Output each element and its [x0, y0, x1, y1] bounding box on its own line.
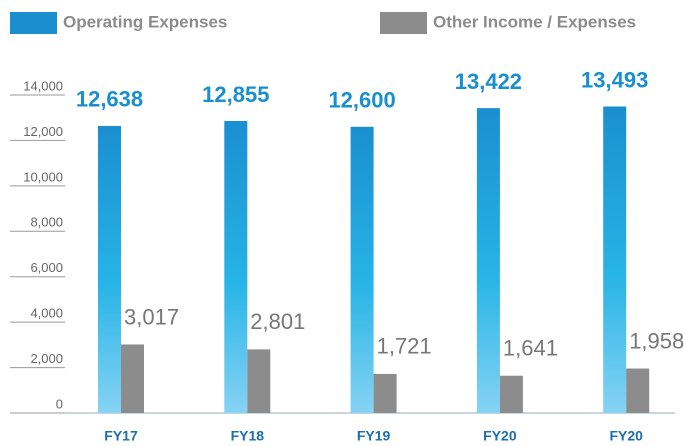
y-tick-label: 14,000 — [23, 78, 63, 93]
y-tick-label: 4,000 — [30, 306, 63, 321]
bar — [476, 108, 500, 414]
x-tick-label: FY20 — [483, 428, 517, 444]
bar — [224, 121, 248, 413]
y-tick-label: 2,000 — [30, 351, 63, 366]
value-label: 1,721 — [377, 334, 432, 359]
bar — [499, 375, 523, 413]
bar — [350, 126, 374, 414]
legend-label: Operating Expenses — [63, 12, 227, 31]
y-tick-label: 10,000 — [23, 169, 63, 184]
value-label: 12,855 — [202, 82, 269, 107]
bar — [603, 106, 627, 413]
legend-swatch — [380, 12, 427, 34]
x-tick-label: FY17 — [104, 428, 138, 444]
y-tick-label: 6,000 — [30, 260, 63, 275]
value-label: 1,641 — [503, 336, 558, 361]
legend-label: Other Income / Expenses — [433, 12, 636, 31]
value-label: 3,017 — [124, 304, 179, 329]
value-label: 2,801 — [250, 309, 305, 334]
x-tick-label: FY20 — [609, 428, 643, 444]
bar — [98, 125, 121, 413]
bar — [247, 349, 271, 413]
value-label: 1,958 — [629, 328, 684, 353]
y-tick-label: 8,000 — [30, 215, 63, 230]
x-tick-label: FY18 — [231, 428, 265, 444]
value-label: 12,638 — [76, 87, 143, 112]
bar — [626, 368, 650, 413]
value-label: 12,600 — [328, 88, 395, 113]
bar — [373, 373, 397, 413]
value-label: 13,493 — [581, 67, 648, 92]
y-tick-label: 12,000 — [23, 124, 63, 139]
x-tick-label: FY19 — [357, 428, 391, 444]
bar — [121, 344, 144, 413]
value-label: 13,422 — [455, 69, 522, 94]
y-tick-label: 0 — [56, 396, 63, 411]
legend-swatch — [10, 12, 57, 34]
